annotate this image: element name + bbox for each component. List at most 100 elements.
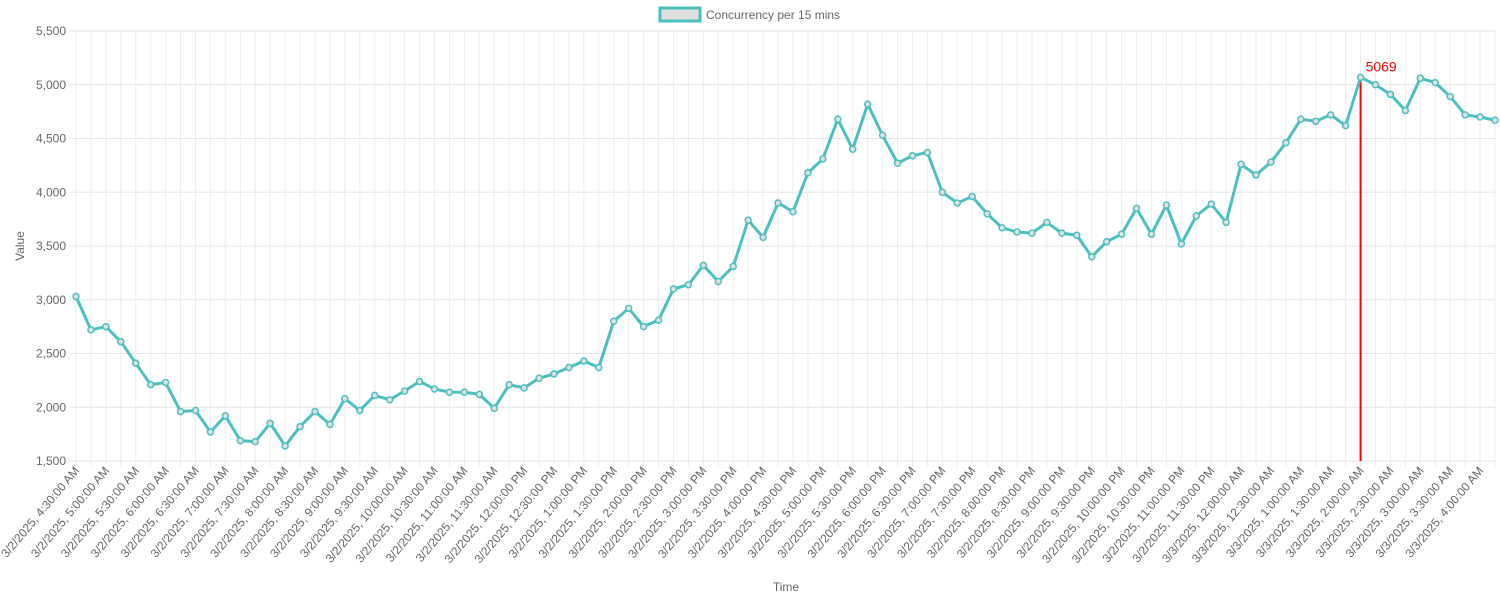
y-tick-label: 3,000 [36, 293, 66, 307]
data-point [1386, 90, 1395, 99]
data-point [221, 412, 230, 420]
y-tick-label: 1,500 [36, 454, 66, 468]
data-point [654, 316, 663, 324]
data-point [1416, 74, 1425, 83]
annotation-label: 5069 [1366, 58, 1397, 74]
data-point [1312, 117, 1320, 126]
data-point [385, 395, 394, 404]
data-point [1192, 212, 1201, 220]
data-point [759, 233, 767, 242]
data-point [341, 394, 349, 403]
data-point [1162, 201, 1171, 209]
data-point [1282, 139, 1290, 147]
y-tick-label: 4,500 [36, 132, 66, 146]
data-point [684, 280, 693, 289]
data-point [744, 216, 752, 224]
x-axis-ticks: 3/2/2025, 4:30:00 AM3/2/2025, 5:00:00 AM… [0, 464, 1486, 566]
data-point [893, 159, 902, 167]
data-point [176, 407, 185, 416]
data-point [1267, 158, 1275, 166]
data-point [430, 385, 439, 393]
data-point [1102, 237, 1111, 246]
data-point [624, 304, 633, 313]
data-point [938, 188, 947, 196]
data-point [266, 419, 274, 428]
data-point [1043, 218, 1051, 227]
y-tick-label: 5,000 [36, 78, 66, 92]
y-tick-label: 2,500 [36, 347, 66, 361]
data-point [102, 322, 110, 331]
data-point [1446, 92, 1454, 101]
data-point [1013, 228, 1021, 236]
data-point [1491, 116, 1499, 124]
data-point [296, 422, 304, 431]
data-point [580, 357, 588, 365]
y-tick-label: 3,500 [36, 239, 66, 253]
data-point [490, 404, 498, 413]
y-tick-label: 2,000 [36, 400, 66, 414]
data-point [848, 145, 857, 153]
data-point [878, 131, 887, 140]
data-point [1401, 106, 1410, 115]
data-point [1371, 81, 1380, 89]
data-point [281, 442, 289, 450]
data-point [1222, 218, 1230, 227]
data-point [1132, 204, 1141, 213]
series-line [74, 75, 1496, 448]
data-point [356, 406, 364, 415]
data-point [983, 210, 991, 218]
data-point [131, 359, 140, 367]
legend-swatch[interactable] [658, 6, 702, 23]
data-point [1326, 111, 1335, 119]
data-point [714, 277, 723, 286]
data-point [1341, 121, 1350, 130]
data-point [639, 322, 648, 331]
data-point [146, 380, 155, 389]
data-point [400, 387, 409, 395]
y-tick-label: 4,000 [36, 185, 66, 199]
data-point [1087, 253, 1096, 261]
data-point [595, 363, 603, 372]
data-point [72, 292, 80, 301]
data-point [729, 262, 737, 271]
data-point [326, 420, 334, 429]
data-point [609, 317, 618, 325]
data-point [1237, 160, 1245, 169]
legend[interactable]: Concurrency per 15 mins [658, 6, 840, 23]
data-point [968, 192, 976, 201]
data-point [1177, 240, 1186, 248]
data-point [1058, 229, 1066, 237]
data-point [953, 199, 962, 207]
data-point [550, 370, 558, 378]
data-point [789, 207, 797, 216]
y-tick-label: 5,500 [36, 24, 66, 38]
data-point [520, 384, 528, 392]
data-point [565, 363, 573, 372]
data-point [535, 374, 543, 382]
data-point [1431, 78, 1440, 87]
data-point [251, 437, 259, 446]
data-point [415, 377, 424, 386]
data-point [1297, 115, 1305, 123]
chart-grid [70, 30, 1496, 467]
data-point [445, 388, 454, 396]
data-point [206, 428, 215, 436]
data-point [87, 326, 95, 334]
data-point [699, 261, 708, 270]
data-point [236, 436, 245, 445]
data-point [1207, 200, 1215, 208]
data-point [908, 151, 917, 160]
data-point [1073, 231, 1081, 239]
data-point [191, 406, 200, 415]
data-point [669, 285, 678, 293]
data-point [863, 100, 872, 108]
data-point [1028, 229, 1036, 237]
data-point [804, 169, 812, 177]
data-point [460, 388, 469, 396]
data-point [1461, 111, 1469, 119]
data-point [475, 390, 484, 399]
legend-label[interactable]: Concurrency per 15 mins [706, 8, 840, 22]
y-axis-title: Value [13, 231, 27, 261]
data-point [370, 391, 379, 400]
